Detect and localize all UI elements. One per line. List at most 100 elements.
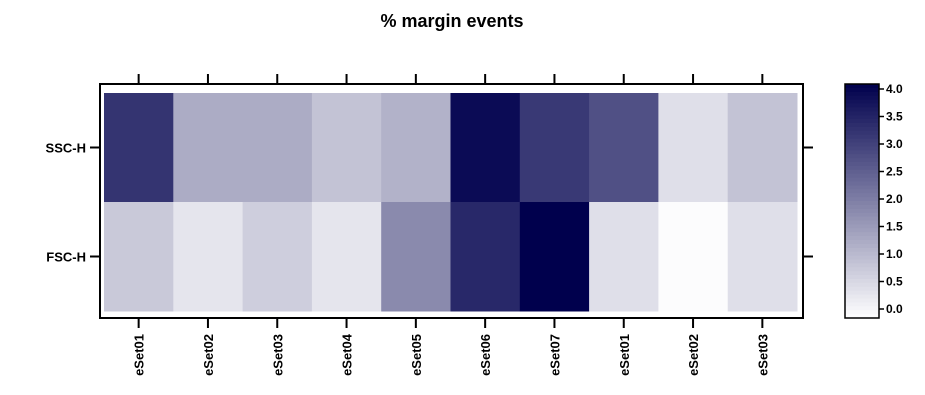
colorbar-band: [845, 130, 879, 136]
heatmap-cell: [658, 202, 729, 312]
x-tick-label: eSet04: [340, 333, 355, 376]
colorbar-band: [845, 185, 879, 190]
heatmap-cell: [311, 202, 382, 312]
colorbar-band: [845, 177, 879, 183]
colorbar-frame: [844, 83, 880, 319]
colorbar-band: [845, 208, 879, 214]
heatmap-cell: [104, 93, 174, 203]
heatmap-cell: [104, 202, 174, 312]
colorbar-band: [845, 282, 879, 288]
colorbar-band: [845, 236, 879, 241]
colorbar-band: [845, 154, 879, 159]
colorbar-band: [845, 99, 879, 105]
colorbar-band: [845, 251, 879, 257]
colorbar-tick-label: 0.5: [886, 275, 903, 289]
heatmap-cell: [519, 202, 590, 312]
colorbar-band: [845, 134, 879, 140]
colorbar-tick-label: 2.0: [886, 192, 903, 206]
colorbar-band: [845, 181, 879, 186]
colorbar-tick-label: 3.5: [886, 110, 903, 124]
colorbar-band: [845, 224, 879, 229]
heatmap-cell: [727, 93, 798, 203]
colorbar-band: [845, 271, 879, 276]
chart-title: % margin events: [380, 11, 523, 31]
colorbar-band: [845, 173, 879, 179]
colorbar-band: [845, 146, 879, 151]
heatmap-cells: [104, 93, 798, 312]
colorbar-band: [845, 204, 879, 210]
colorbar-band: [845, 103, 879, 108]
heatmap-cell: [450, 93, 521, 203]
heatmap-cell: [450, 202, 521, 312]
colorbar-band: [845, 263, 879, 268]
heatmap-cell: [381, 202, 451, 312]
colorbar-band: [845, 162, 879, 167]
y-tick-label: FSC-H: [46, 250, 86, 265]
colorbar-band: [845, 115, 879, 120]
colorbar-tick-label: 0.0: [886, 302, 903, 316]
x-tick-label: eSet01: [132, 334, 147, 376]
colorbar-band: [845, 279, 879, 284]
colorbar-band: [845, 119, 879, 124]
colorbar-band: [845, 228, 879, 233]
colorbar-band: [845, 158, 879, 163]
x-tick-label: eSet06: [478, 334, 493, 376]
colorbar-band: [845, 232, 879, 237]
colorbar-band: [845, 267, 879, 272]
x-tick-label: eSet03: [270, 334, 285, 376]
heatmap-cell: [173, 202, 244, 312]
colorbar-tick-label: 2.5: [886, 165, 903, 179]
colorbar-band: [845, 165, 879, 171]
colorbar-band: [845, 220, 879, 225]
colorbar-band: [845, 201, 879, 206]
heatmap-cell: [242, 93, 313, 203]
colorbar-band: [845, 84, 879, 89]
heatmap-cell: [589, 93, 659, 203]
heatmap-cell: [589, 202, 659, 312]
colorbar-band: [845, 142, 879, 147]
colorbar-band: [845, 306, 879, 311]
heatmap-cell: [381, 93, 451, 203]
x-tick-label: eSet02: [686, 334, 701, 376]
colorbar-band: [845, 314, 879, 319]
colorbar-tick-label: 1.0: [886, 247, 903, 261]
colorbar-band: [845, 212, 879, 218]
colorbar-band: [845, 275, 879, 280]
colorbar-tick-label: 3.0: [886, 137, 903, 151]
colorbar-band: [845, 169, 879, 175]
colorbar-band: [845, 255, 879, 261]
colorbar: 4.0 3.5 3.0 2.5 2.0 1.5 1.0 0.5 0.0: [844, 82, 903, 319]
x-tick-label: eSet05: [409, 334, 424, 376]
colorbar-band: [845, 87, 879, 93]
heatmap-cell: [727, 202, 798, 312]
heatmap-cell: [242, 202, 313, 312]
colorbar-band: [845, 91, 879, 97]
colorbar-tick-label: 1.5: [886, 220, 903, 234]
colorbar-band: [845, 126, 879, 132]
colorbar-band: [845, 290, 879, 296]
plot-frame: [99, 83, 804, 319]
colorbar-band: [845, 302, 879, 307]
colorbar-band: [845, 111, 879, 116]
colorbar-band: [845, 247, 879, 253]
colorbar-band: [845, 123, 879, 128]
colorbar-band: [845, 259, 879, 264]
colorbar-band: [845, 189, 879, 194]
colorbar-band: [845, 193, 879, 198]
heatmap-cell: [173, 93, 244, 203]
colorbar-band: [845, 310, 879, 315]
colorbar-band: [845, 294, 879, 300]
y-tick-label: SSC-H: [46, 141, 86, 156]
colorbar-band: [845, 197, 879, 202]
colorbar-band: [845, 95, 879, 101]
x-tick-label: eSet01: [617, 334, 632, 376]
x-axis-ticks: eSet01 eSet02 eSet03 eSet04 eSet05 eSet06 eSet…: [132, 74, 770, 376]
y-axis-ticks: SSC-H FSC-H: [46, 141, 813, 265]
colorbar-band: [845, 107, 879, 112]
heatmap-cell: [311, 93, 382, 203]
colorbar-band: [845, 150, 879, 155]
colorbar-band: [845, 240, 879, 245]
x-tick-label: eSet07: [547, 334, 562, 376]
x-tick-label: eSet03: [755, 334, 770, 376]
